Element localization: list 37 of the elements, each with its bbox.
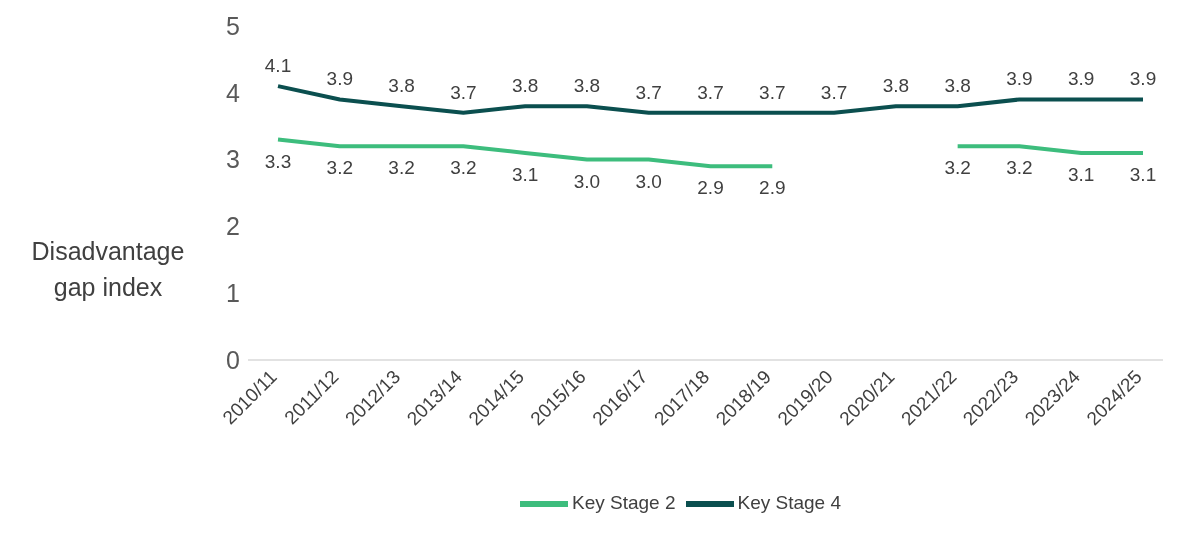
data-label: 2.9 xyxy=(697,177,724,199)
data-label: 3.9 xyxy=(1129,68,1157,90)
data-label: 3.8 xyxy=(511,75,539,97)
data-label: 3.3 xyxy=(264,150,292,172)
data-label: 3.0 xyxy=(573,170,601,192)
data-label: 3.7 xyxy=(450,81,477,103)
data-label: 3.2 xyxy=(944,157,971,179)
data-label: 3.9 xyxy=(326,68,353,90)
data-label: 3.8 xyxy=(388,75,415,97)
data-label: 3.1 xyxy=(511,163,539,185)
data-label: 3.8 xyxy=(944,75,971,97)
data-label: 3.2 xyxy=(450,157,477,179)
data-label: 2.9 xyxy=(759,177,786,199)
data-label: 3.1 xyxy=(1129,163,1157,185)
data-label: 3.8 xyxy=(573,75,601,97)
data-label: 3.7 xyxy=(697,81,724,103)
data-label: 3.8 xyxy=(882,75,910,97)
data-label: 3.7 xyxy=(759,81,786,103)
data-label: 4.1 xyxy=(264,55,292,77)
data-label: 3.2 xyxy=(388,157,415,179)
data-label: 3.2 xyxy=(326,157,353,179)
y-tick-label: 1 xyxy=(226,279,240,308)
y-tick-label: 4 xyxy=(226,78,241,107)
data-label: 3.9 xyxy=(1068,68,1095,90)
y-tick-label: 3 xyxy=(226,145,240,174)
y-axis-title: Disadvantage gap index xyxy=(30,236,186,303)
y-tick-label: 2 xyxy=(226,212,240,241)
data-label: 3.0 xyxy=(635,170,662,192)
legend-label: Key Stage 2 xyxy=(571,492,676,514)
y-tick-label: 5 xyxy=(226,11,240,40)
data-label: 3.7 xyxy=(820,81,848,103)
legend-label: Key Stage 4 xyxy=(737,492,842,514)
data-label: 3.9 xyxy=(1006,68,1033,90)
data-label: 3.7 xyxy=(635,81,662,103)
y-tick-label: 0 xyxy=(226,345,240,374)
data-label: 3.2 xyxy=(1006,157,1033,179)
data-label: 3.1 xyxy=(1068,163,1095,185)
